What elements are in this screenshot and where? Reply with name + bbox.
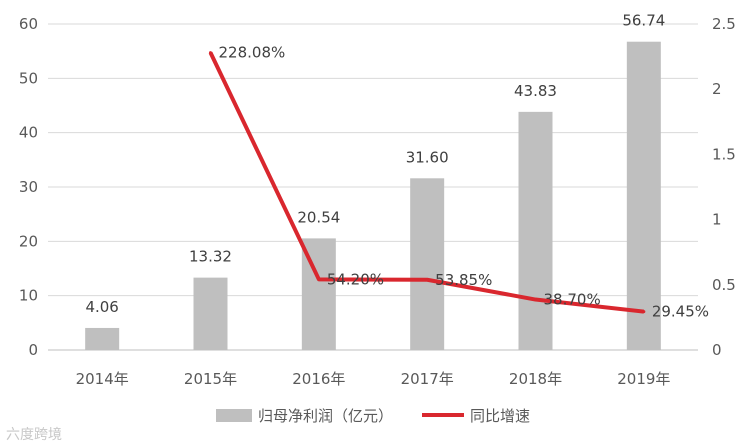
line-value-label: 54.20% — [327, 270, 384, 288]
bar — [518, 111, 553, 351]
line-point — [642, 310, 646, 314]
x-tick-label: 2014年 — [76, 370, 129, 388]
bar — [193, 277, 228, 350]
line-value-label: 53.85% — [435, 271, 492, 289]
legend-label-line: 同比增速 — [470, 407, 530, 425]
bar — [626, 41, 661, 350]
x-tick-label: 2019年 — [617, 370, 670, 388]
watermark: 六度跨境 — [6, 427, 62, 443]
bar-value-label: 43.83 — [514, 82, 557, 100]
gridlines — [48, 23, 698, 351]
bar-value-label: 31.60 — [406, 148, 449, 166]
legend: 归母净利润（亿元） 同比增速 — [216, 407, 530, 425]
line-value-label: 38.70% — [544, 291, 601, 309]
left-tick-label: 10 — [19, 287, 38, 305]
right-axis: 0 0.5 1 1.5 2 2.5 — [712, 15, 736, 359]
line-value-label: 228.08% — [219, 44, 286, 62]
right-tick-label: 0.5 — [712, 276, 736, 294]
left-tick-label: 60 — [19, 15, 38, 33]
right-tick-label: 2 — [712, 80, 722, 98]
line-point — [209, 51, 212, 55]
left-tick-label: 0 — [28, 341, 38, 359]
bar-value-label: 20.54 — [297, 208, 340, 226]
data-labels: 4.06 13.32 20.54 31.60 43.83 56.74 228.08% 54.2… — [85, 12, 709, 321]
line-point — [534, 298, 537, 302]
line-point — [317, 277, 321, 281]
line-point — [425, 278, 429, 282]
x-tick-label: 2018年 — [509, 370, 562, 388]
x-tick-label: 2015年 — [184, 370, 237, 388]
legend-label-bar: 归母净利润（亿元） — [258, 407, 393, 425]
right-tick-label: 0 — [712, 341, 722, 359]
bar — [85, 327, 120, 350]
left-tick-label: 40 — [19, 124, 38, 142]
line-series — [208, 51, 646, 314]
bar-value-label: 4.06 — [85, 298, 118, 316]
left-tick-label: 30 — [19, 178, 38, 196]
bar-value-label: 13.32 — [189, 248, 232, 266]
bar — [410, 178, 445, 350]
right-tick-label: 1.5 — [712, 145, 736, 163]
left-tick-label: 20 — [19, 232, 38, 250]
x-axis: 2014年 2015年 2016年 2017年 2018年 2019年 — [76, 370, 671, 388]
x-tick-label: 2016年 — [292, 370, 345, 388]
right-tick-label: 1 — [712, 211, 722, 229]
right-tick-label: 2.5 — [712, 15, 736, 33]
line-value-label: 29.45% — [652, 303, 709, 321]
x-tick-label: 2017年 — [401, 370, 454, 388]
left-axis: 0 10 20 30 40 50 60 — [19, 15, 38, 359]
bar-value-label: 56.74 — [622, 12, 665, 30]
left-tick-label: 50 — [19, 69, 38, 87]
legend-swatch-bar — [216, 409, 252, 422]
bar-series — [85, 41, 661, 351]
